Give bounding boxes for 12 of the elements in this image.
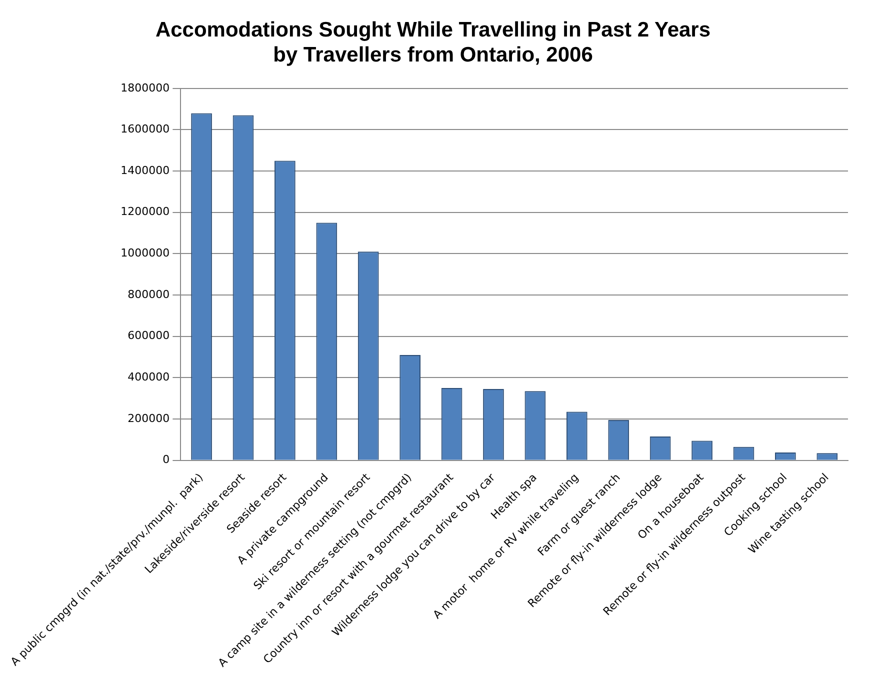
y-tick-label: 1200000	[120, 205, 170, 218]
text: Accomodations Sought While Travelling in Past 2 Years	[155, 18, 711, 42]
y-tick-label: 0	[162, 453, 170, 466]
y-tick-label: 800000	[128, 288, 170, 301]
y-tick-label: 400000	[128, 370, 170, 384]
y-tick-label: 1600000	[120, 122, 170, 136]
y-tick-label: 1000000	[120, 246, 170, 260]
y-tick-label: 600000	[128, 329, 170, 342]
text: by Travellers from Ontario, 2006	[273, 44, 593, 67]
y-tick-label: 200000	[128, 412, 170, 425]
y-tick-label: 1800000	[120, 81, 170, 94]
y-tick-label: 1400000	[120, 164, 170, 177]
